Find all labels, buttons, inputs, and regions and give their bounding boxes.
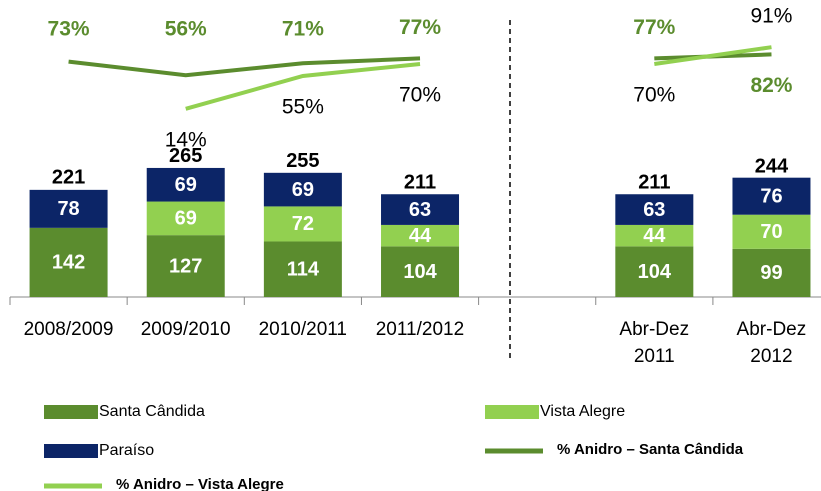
- bar-segment: [146, 167, 225, 202]
- line-value-label: 14%: [165, 128, 207, 151]
- line: [654, 45, 772, 66]
- bar-segment: [615, 224, 694, 247]
- bar-value-label: 114: [287, 259, 320, 281]
- bar-segment: [263, 172, 342, 207]
- legend-label: % Anidro – Vista Alegre: [116, 476, 284, 491]
- bar-segment: [732, 248, 811, 297]
- legend-swatch: [485, 405, 539, 419]
- legend-label: Paraíso: [99, 442, 154, 459]
- x-tick-label: 2011/2012: [375, 319, 465, 340]
- bar-value-label: 76: [760, 185, 782, 207]
- x-tick-label: 2010/2011: [258, 319, 347, 340]
- legend-label: Vista Alegre: [540, 403, 625, 420]
- total-label: 211: [404, 172, 436, 194]
- line-value-label: 71%: [282, 18, 324, 41]
- bar-segment: [615, 194, 694, 225]
- bar-segment: [146, 235, 225, 297]
- bar-segment: [29, 227, 108, 297]
- bar-value-label: 69: [292, 179, 314, 201]
- bar-value-label: 78: [57, 198, 79, 220]
- x-tick-label: 2009/2010: [140, 319, 231, 340]
- bar-segment: [263, 241, 342, 297]
- line-value-label: 73%: [48, 18, 90, 41]
- bar-segment: [146, 201, 225, 236]
- line-value-label: 82%: [750, 74, 792, 97]
- line-value-label: 56%: [165, 18, 207, 41]
- bar-segment: [381, 194, 460, 225]
- bar-value-label: 44: [643, 225, 666, 247]
- legend-swatch: [44, 405, 98, 419]
- line-value-label: 70%: [633, 84, 675, 107]
- x-tick-label: Abr-Dez 2011: [619, 319, 690, 367]
- bar-value-label: 69: [175, 174, 197, 196]
- total-label: 221: [52, 167, 85, 189]
- bar-value-label: 142: [52, 252, 85, 274]
- bar-value-label: 127: [169, 255, 202, 277]
- bar-segment: [732, 177, 811, 215]
- legend-label: % Anidro – Santa Cândida: [557, 441, 744, 458]
- total-label: 244: [755, 155, 789, 177]
- bar-segment: [381, 224, 460, 247]
- line: [68, 56, 421, 78]
- bar-value-label: 104: [403, 261, 437, 283]
- bar-value-label: 104: [638, 261, 672, 283]
- line-value-label: 91%: [750, 5, 792, 28]
- bar-segment: [29, 189, 108, 228]
- bar-segment: [732, 214, 811, 249]
- bar-value-label: 72: [292, 213, 314, 235]
- bar-value-label: 63: [409, 199, 431, 221]
- bar-value-label: 99: [760, 262, 782, 284]
- bar-value-label: 69: [175, 208, 197, 230]
- bar-value-label: 44: [409, 225, 432, 247]
- bar-segment: [381, 246, 460, 297]
- x-tick-label: 2008/2009: [23, 319, 114, 340]
- line-value-label: 77%: [399, 16, 441, 39]
- line-value-label: 70%: [399, 84, 441, 107]
- line: [185, 62, 421, 111]
- bar-segment: [263, 206, 342, 242]
- legend-swatch: [44, 444, 98, 458]
- x-tick-label: Abr-Dez 2012: [736, 319, 807, 367]
- bar-segment: [615, 246, 694, 297]
- line-value-label: 77%: [633, 16, 675, 39]
- legend-label: Santa Cândida: [99, 403, 205, 420]
- line-value-label: 55%: [282, 96, 324, 119]
- total-label: 211: [638, 172, 670, 194]
- bar-value-label: 63: [643, 199, 665, 221]
- total-label: 255: [286, 150, 319, 172]
- total-label: 265: [169, 145, 202, 167]
- bar-value-label: 70: [760, 221, 782, 243]
